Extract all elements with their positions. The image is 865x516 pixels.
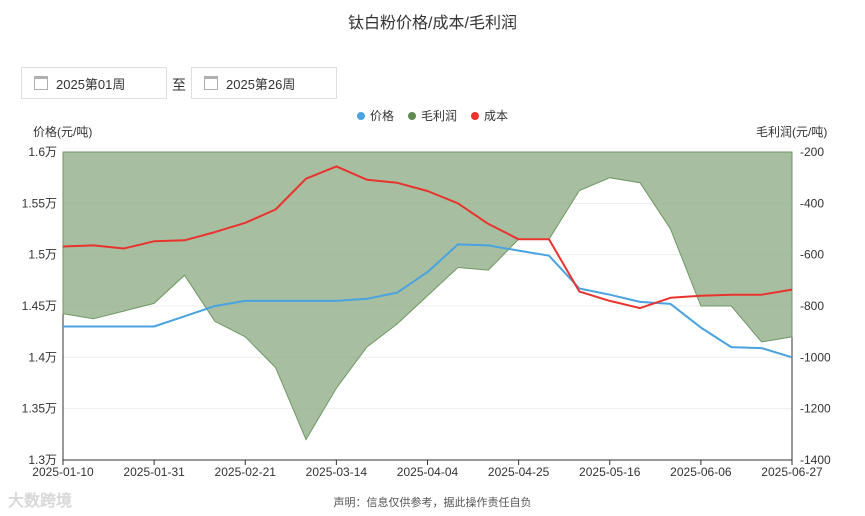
start-week-value: 2025第01周 [56,76,126,92]
x-tick-label: 2025-01-10 [32,465,94,479]
disclaimer: 声明：信息仅供参考，据此操作责任自负 [333,497,532,509]
x-tick-label: 2025-02-21 [215,465,277,479]
brand-logo: 大数跨境 [8,493,73,510]
legend-dot-price [356,111,365,120]
right-tick-label: -600 [800,248,824,262]
chart-legend: 价格 毛利润 成本 [0,107,865,124]
left-tick-label: 1.45万 [22,299,57,313]
calendar-icon [34,76,48,90]
left-tick-label: 1.6万 [28,145,57,159]
x-tick-label: 2025-05-16 [579,465,641,479]
x-tick-label: 2025-06-06 [670,465,732,479]
legend-label-price: 价格 [369,109,394,123]
date-range-separator: 至 [172,77,186,93]
x-tick-label: 2025-01-31 [123,465,185,479]
legend-item-cost[interactable]: 成本 [471,107,508,124]
left-tick-label: 1.4万 [28,350,57,364]
right-tick-label: -1400 [800,453,831,467]
right-axis-title: 毛利润(元/吨) [756,125,828,139]
legend-dot-gross-profit [407,111,416,120]
x-tick-label: 2025-04-04 [397,465,459,479]
x-tick-label: 2025-06-27 [761,465,823,479]
start-week-picker[interactable]: 2025第01周 [21,67,167,99]
right-tick-label: -1000 [800,350,831,364]
legend-dot-cost [471,111,479,120]
right-tick-label: -1200 [800,402,831,416]
right-tick-label: -200 [800,145,824,159]
end-week-picker[interactable]: 2025第26周 [191,67,337,99]
legend-label-cost: 成本 [484,109,509,123]
chart-title: 钛白粉价格/成本/毛利润 [348,15,517,32]
series-line-cost [62,165,793,310]
x-tick-label: 2025-03-14 [306,465,368,479]
series-area-gross-profit [62,151,793,441]
series-line-price [63,243,793,359]
legend-item-gross-profit[interactable]: 毛利润 [407,107,457,124]
x-tick-label: 2025-04-25 [488,465,550,479]
left-tick-label: 1.5万 [28,248,57,262]
left-axis-title: 价格(元/吨) [33,125,93,139]
left-tick-label: 1.3万 [28,453,57,467]
right-tick-label: -400 [800,196,824,210]
calendar-icon [204,76,218,90]
legend-label-gross-profit: 毛利润 [420,109,457,123]
right-tick-label: -800 [800,299,824,313]
end-week-value: 2025第26周 [226,76,296,92]
legend-item-price[interactable]: 价格 [356,107,394,124]
left-tick-label: 1.55万 [22,196,57,210]
left-tick-label: 1.35万 [22,402,57,416]
